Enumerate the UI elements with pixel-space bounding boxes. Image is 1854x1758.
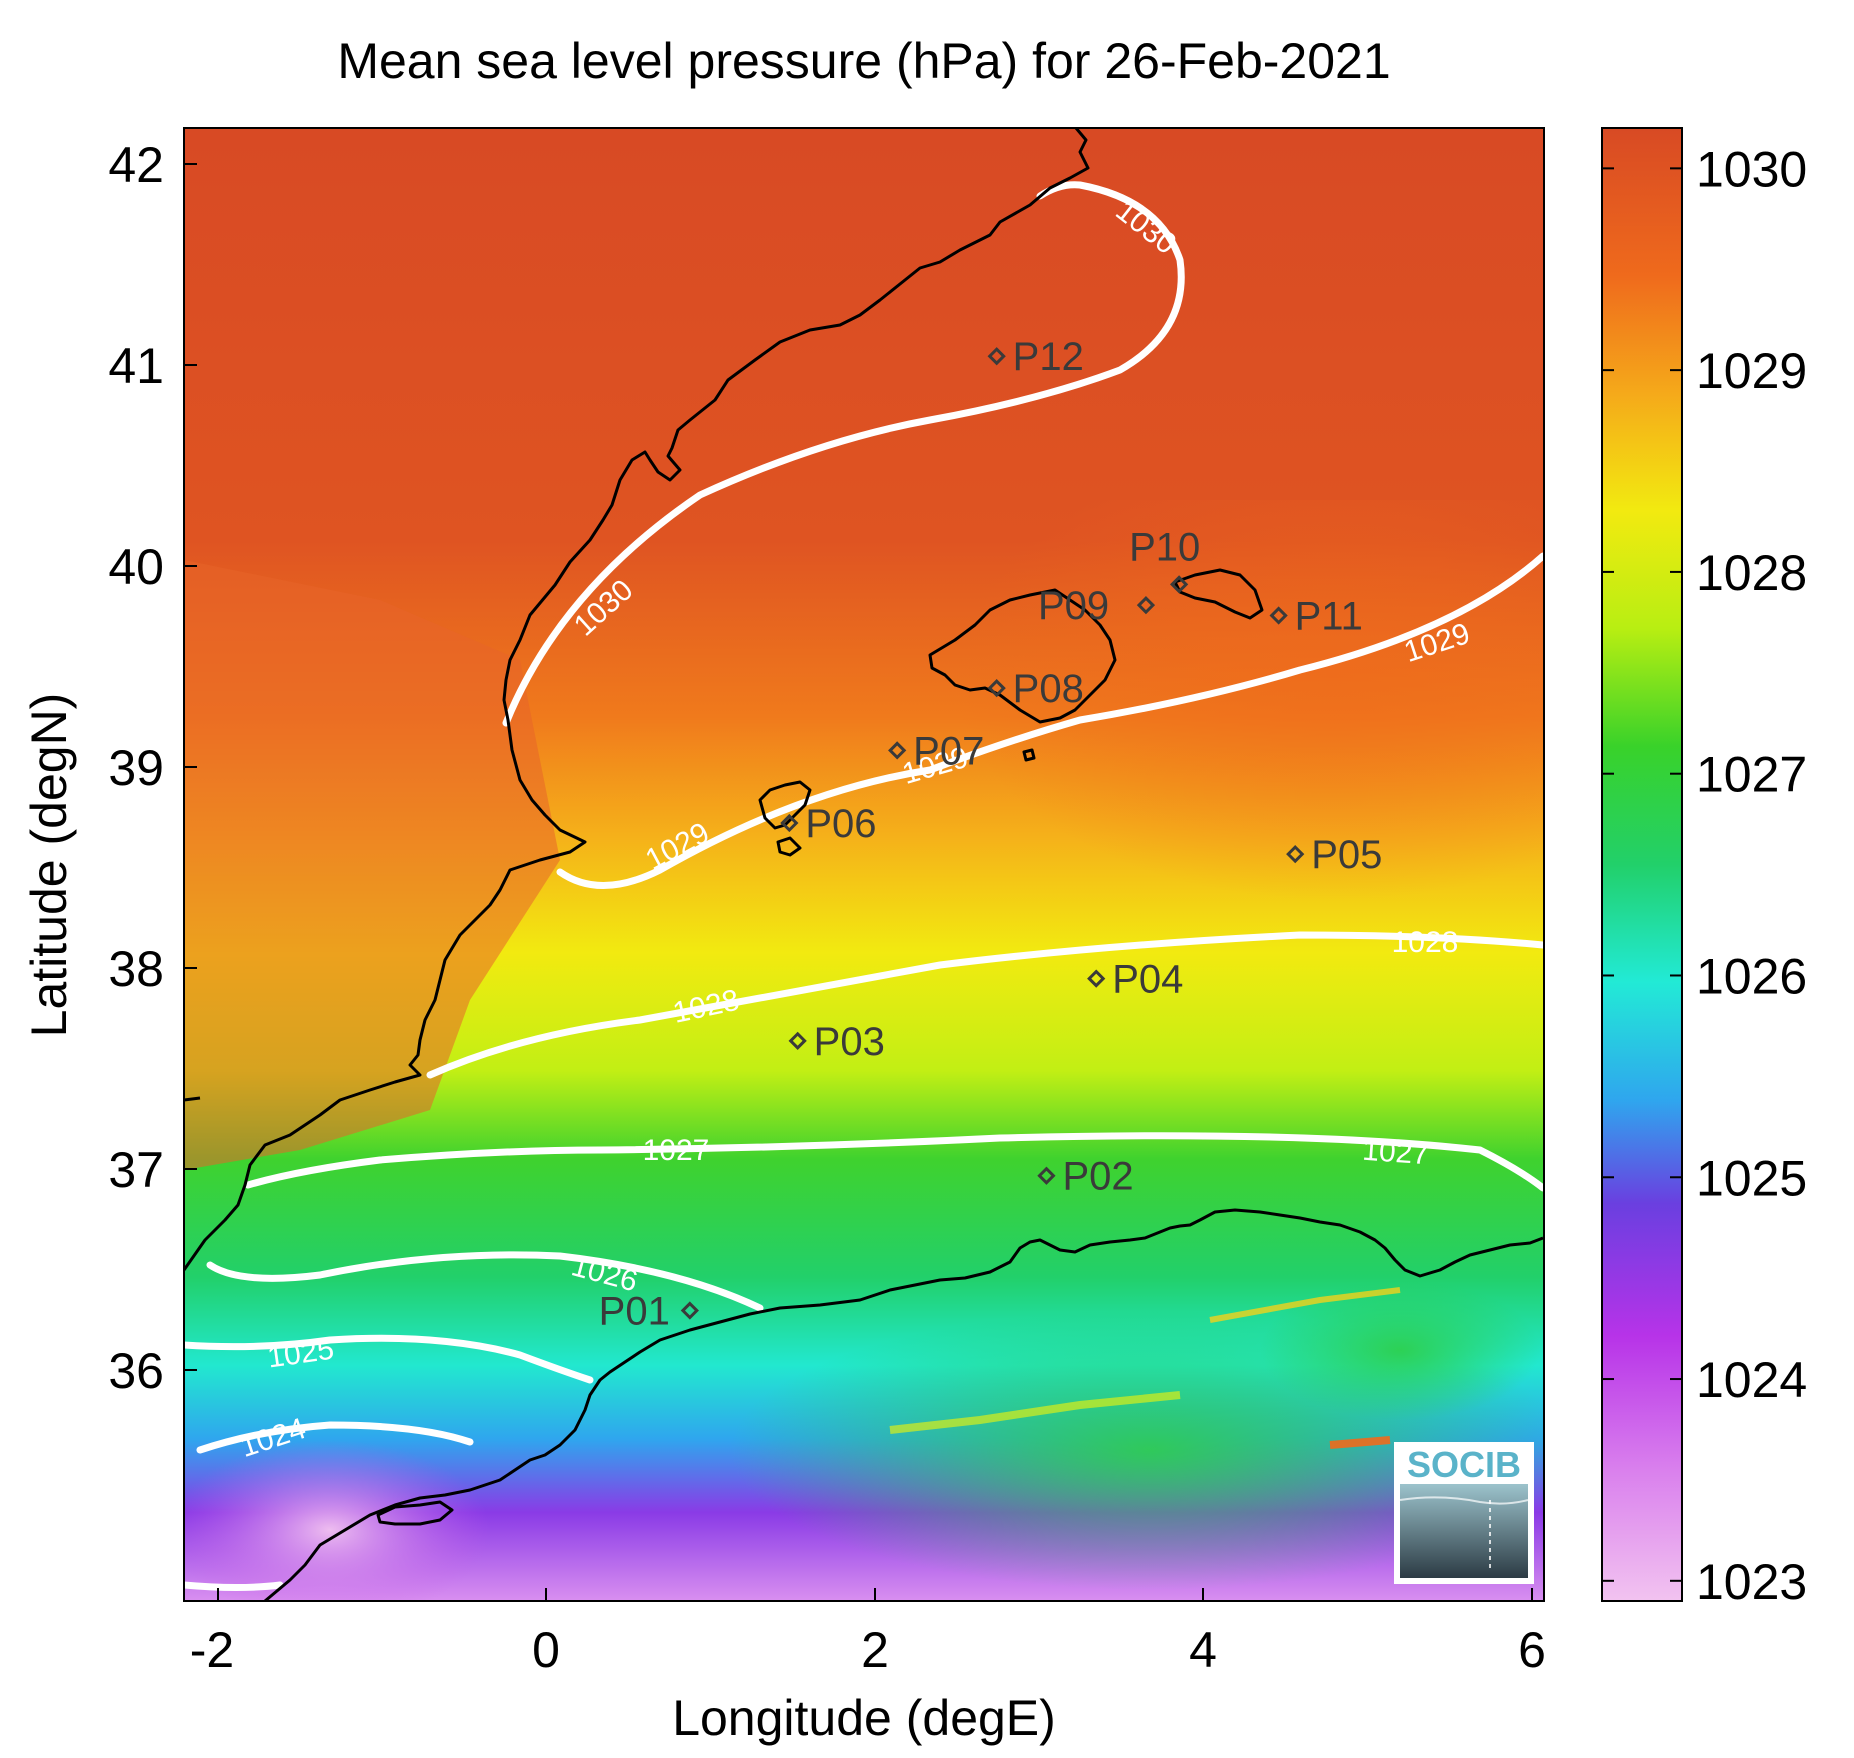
chart-title: Mean sea level pressure (hPa) for 26-Feb… bbox=[337, 33, 1390, 89]
stations: P01 P02 P03 P04 P05 P06 P07 P08 P09 P10 P11 P12 bbox=[599, 335, 1383, 1333]
station-label: P07 bbox=[913, 729, 984, 773]
station-label: P02 bbox=[1062, 1155, 1133, 1199]
contour-1029 bbox=[556, 552, 1544, 889]
x-tick-label: 2 bbox=[861, 1622, 889, 1678]
y-tick-labels: 42 41 40 39 38 37 36 bbox=[108, 137, 164, 1399]
station-marker bbox=[888, 741, 907, 760]
x-tick-label: 6 bbox=[1518, 1622, 1546, 1678]
contour-1025 bbox=[184, 1334, 594, 1384]
contour-label-1027-b: 1027 bbox=[1361, 1134, 1430, 1172]
y-tick-label: 41 bbox=[108, 338, 164, 394]
x-tick-label: -2 bbox=[190, 1622, 234, 1678]
colorbar-tick-label: 1027 bbox=[1696, 747, 1807, 803]
cabrera-outline bbox=[1022, 748, 1036, 762]
station-marker bbox=[1286, 845, 1305, 864]
x-tick-label: 4 bbox=[1189, 1622, 1217, 1678]
station-label: P08 bbox=[1013, 667, 1084, 711]
colorbar-tick-label: 1029 bbox=[1696, 343, 1807, 399]
iberian-coastline bbox=[184, 128, 1090, 1271]
station-label: P10 bbox=[1129, 525, 1200, 569]
station-marker bbox=[680, 1301, 699, 1320]
station-label: P03 bbox=[814, 1020, 885, 1064]
contour-1030 bbox=[502, 181, 1185, 727]
station-marker bbox=[1169, 575, 1189, 594]
station-label: P09 bbox=[1038, 584, 1109, 628]
station-label: P05 bbox=[1311, 833, 1382, 877]
spain-interior-strip bbox=[184, 1096, 201, 1102]
y-tick-label: 42 bbox=[108, 137, 164, 193]
mallorca-outline bbox=[928, 588, 1117, 724]
x-tick-labels: -2 0 2 4 6 bbox=[190, 1622, 1546, 1678]
station-marker bbox=[788, 1031, 807, 1050]
colorbar-ticks: 1030 1029 1028 1027 1026 1025 1024 1023 bbox=[1602, 141, 1807, 1610]
contour-label-1027-a: 1027 bbox=[643, 1134, 710, 1167]
coastlines bbox=[184, 128, 1544, 1601]
contour-label-1028-a: 1028 bbox=[1392, 926, 1459, 959]
station-label: P04 bbox=[1112, 958, 1183, 1002]
station-marker bbox=[1269, 606, 1288, 625]
formentera-outline bbox=[776, 836, 802, 857]
station-label: P06 bbox=[805, 802, 876, 846]
station-marker bbox=[780, 813, 799, 833]
contours bbox=[184, 181, 1544, 1591]
colorbar-tick-label: 1025 bbox=[1696, 1150, 1807, 1206]
tick-marks bbox=[184, 163, 1533, 1601]
colorbar-bar bbox=[1601, 127, 1683, 1602]
y-axis-label: Latitude (degN) bbox=[21, 693, 77, 1038]
station-marker bbox=[1136, 596, 1156, 615]
pressure-field bbox=[184, 128, 1544, 1601]
y-tick-label: 36 bbox=[108, 1343, 164, 1399]
y-tick-label: 37 bbox=[108, 1142, 164, 1198]
alboran-outline bbox=[376, 1500, 454, 1526]
y-tick-label: 38 bbox=[108, 941, 164, 997]
colorbar-tick-label: 1028 bbox=[1696, 545, 1807, 601]
x-axis-label: Longitude (degE) bbox=[672, 1690, 1056, 1746]
station-marker bbox=[987, 347, 1006, 366]
african-coastline bbox=[264, 1208, 1544, 1601]
station-label: P01 bbox=[599, 1290, 670, 1334]
colorbar-tick-label: 1030 bbox=[1696, 141, 1807, 197]
y-tick-label: 40 bbox=[108, 539, 164, 595]
contour-1028 bbox=[426, 931, 1544, 1079]
station-label: P12 bbox=[1013, 335, 1084, 379]
contour-1027 bbox=[244, 1132, 1544, 1192]
station-marker bbox=[1087, 969, 1106, 988]
logo-text: SOCIB bbox=[1407, 1444, 1521, 1485]
contour-1023 bbox=[184, 1581, 284, 1591]
colorbar-tick-label: 1023 bbox=[1696, 1554, 1807, 1610]
colorbar: 1030 1029 1028 1027 1026 1025 1024 1023 bbox=[1601, 127, 1807, 1610]
menorca-outline bbox=[1173, 568, 1264, 620]
y-tick-label: 39 bbox=[108, 740, 164, 796]
station-label: P11 bbox=[1295, 595, 1363, 639]
contour-1026 bbox=[206, 1251, 764, 1312]
socib-logo: SOCIB bbox=[1394, 1442, 1534, 1584]
x-tick-label: 0 bbox=[532, 1622, 560, 1678]
ibiza-outline bbox=[758, 780, 812, 830]
station-marker bbox=[987, 679, 1006, 698]
map-frame bbox=[183, 127, 1545, 1602]
contour-1024 bbox=[196, 1421, 474, 1454]
colorbar-tick-label: 1024 bbox=[1696, 1352, 1807, 1408]
colorbar-tick-label: 1026 bbox=[1696, 948, 1807, 1004]
islands bbox=[376, 568, 1264, 1526]
station-marker bbox=[1037, 1166, 1056, 1185]
